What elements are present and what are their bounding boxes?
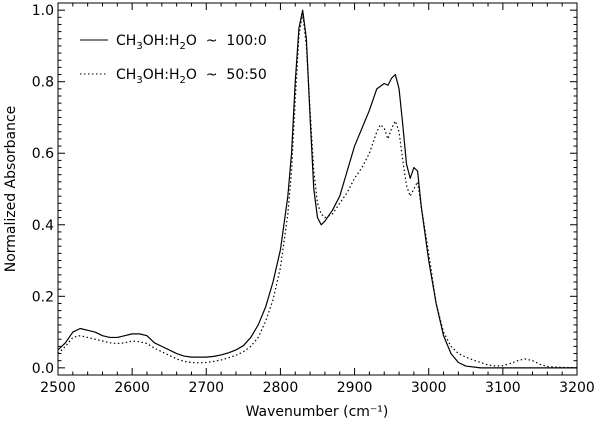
- x-tick-label-2700: 2700: [188, 380, 224, 396]
- y-tick-label-0-6: 0.6: [32, 146, 54, 162]
- x-tick-label-3100: 3100: [485, 380, 521, 396]
- legend-label-100-0: CH3OH:H2O ~ 100:0: [116, 33, 267, 52]
- plot-area-frame: [57, 2, 578, 376]
- series-line-2: [57, 13, 578, 369]
- legend-label-50-50: CH3OH:H2O ~ 50:50: [116, 67, 267, 86]
- y-axis-title: Normalized Absorbance: [3, 106, 19, 273]
- series-line-1: [57, 9, 577, 369]
- y-tick-label-0-2: 0.2: [32, 289, 54, 305]
- y-tick-label-0-4: 0.4: [32, 218, 54, 234]
- x-tick-label-2500: 2500: [40, 380, 76, 396]
- x-tick-label-2900: 2900: [337, 380, 373, 396]
- x-tick-label-2600: 2600: [114, 380, 150, 396]
- x-tick-label-3200: 3200: [559, 380, 595, 396]
- series-layer: [57, 9, 578, 369]
- x-axis-title: Wavenumber (cm⁻¹): [246, 404, 389, 420]
- x-tick-label-2800: 2800: [263, 380, 299, 396]
- x-axis: 2500 2600 2700 2800 2900 3000 3100 3200: [40, 3, 595, 396]
- y-tick-label-0-8: 0.8: [32, 75, 54, 91]
- y-tick-label-1-0: 1.0: [32, 3, 54, 19]
- x-tick-label-3000: 3000: [411, 380, 447, 396]
- legend: CH3OH:H2O ~ 100:0 CH3OH:H2O ~ 50:50: [80, 33, 267, 86]
- y-axis: 0.0 0.2 0.4 0.6 0.8 1.0: [32, 3, 577, 377]
- y-tick-label-0-0: 0.0: [32, 361, 54, 377]
